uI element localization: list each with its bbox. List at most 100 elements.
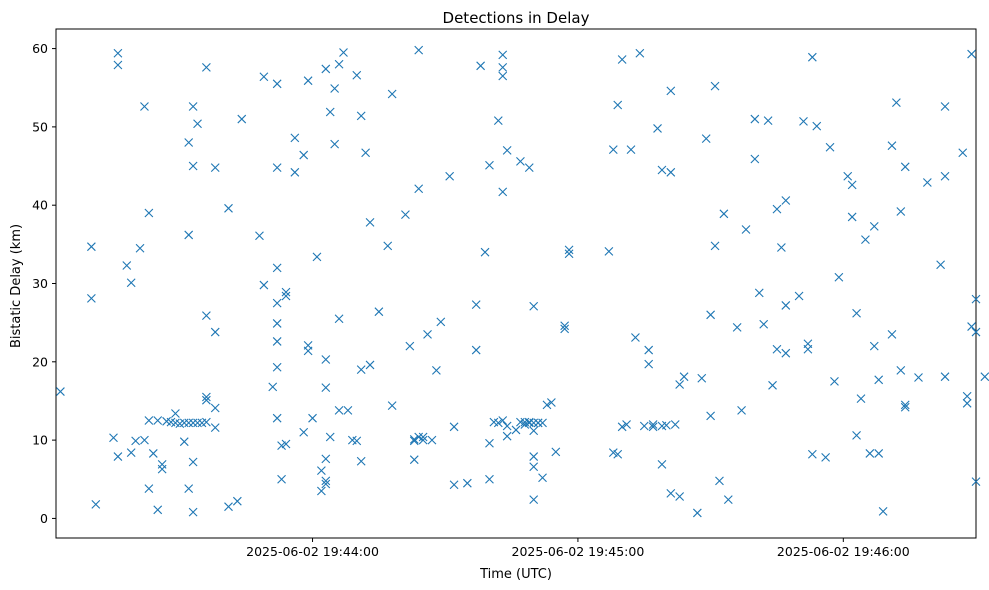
data-point [781, 348, 791, 358]
data-point [967, 322, 976, 331]
data-point [759, 319, 769, 329]
data-point [807, 52, 817, 62]
data-point [321, 355, 331, 364]
data-point [666, 488, 676, 498]
data-point [692, 508, 702, 518]
data-point [485, 474, 494, 484]
data-point [188, 102, 198, 111]
data-point [480, 247, 490, 257]
data-point [224, 502, 233, 512]
data-point [122, 261, 132, 270]
data-point [405, 341, 415, 351]
data-point [201, 62, 211, 72]
data-point [675, 380, 685, 389]
data-point [980, 372, 989, 382]
data-point [193, 418, 202, 428]
data-point [498, 416, 508, 425]
data-point [431, 366, 441, 375]
data-point [723, 495, 733, 505]
data-point [529, 495, 539, 505]
data-point [259, 280, 269, 290]
data-point [449, 480, 459, 490]
data-point [325, 432, 335, 442]
data-point [148, 449, 158, 458]
data-point [896, 366, 906, 375]
data-point [308, 413, 317, 423]
y-tick-label: 30 [32, 276, 48, 291]
data-point [157, 460, 167, 469]
data-point [613, 100, 623, 110]
data-point [940, 372, 950, 382]
data-point [967, 49, 976, 59]
data-point [188, 418, 198, 428]
data-point [352, 436, 362, 446]
data-point [383, 241, 393, 251]
data-point [617, 422, 627, 432]
data-point [272, 319, 282, 328]
x-tick-label: 2025-06-02 19:46:00 [777, 544, 910, 559]
data-point [255, 231, 264, 241]
data-point [856, 394, 866, 404]
data-point [971, 477, 981, 487]
data-point [511, 425, 521, 435]
data-point [962, 398, 972, 408]
data-point [272, 362, 282, 372]
data-point [922, 178, 932, 187]
data-point [666, 167, 676, 177]
data-point [852, 308, 861, 318]
data-point [732, 322, 742, 332]
data-point [210, 423, 220, 432]
data-point [498, 62, 508, 72]
data-point [401, 210, 410, 219]
data-point [423, 330, 432, 339]
data-point [414, 184, 424, 194]
data-point [861, 235, 870, 245]
data-point [272, 337, 282, 346]
data-point [940, 171, 950, 181]
data-point [476, 61, 486, 71]
data-point [834, 272, 844, 282]
data-point [144, 208, 154, 218]
data-point [750, 114, 760, 124]
data-point [847, 212, 857, 222]
data-point [356, 365, 366, 375]
y-tick-label: 20 [32, 354, 48, 369]
data-point [232, 496, 242, 506]
data-point [524, 163, 534, 172]
data-point [653, 124, 662, 133]
data-point [334, 405, 344, 415]
data-point [710, 81, 720, 91]
data-point [657, 165, 667, 175]
y-axis-label: Bistatic Delay (km) [9, 224, 24, 348]
data-point [807, 449, 817, 459]
data-point [303, 76, 313, 86]
data-point [737, 405, 746, 415]
y-tick-label: 40 [32, 198, 48, 213]
data-point [436, 317, 446, 327]
data-point [281, 291, 291, 301]
data-point [962, 391, 972, 401]
data-point [564, 245, 574, 255]
data-point [193, 119, 202, 129]
data-point [710, 241, 720, 251]
data-point [224, 203, 233, 213]
data-point [551, 447, 561, 457]
data-point [365, 218, 375, 227]
data-point [272, 163, 282, 172]
data-point [126, 448, 136, 458]
data-point [874, 449, 884, 458]
data-point [281, 287, 291, 297]
data-point [498, 71, 508, 81]
y-tick-label: 50 [32, 119, 48, 134]
x-axis-label: Time (UTC) [479, 567, 552, 582]
y-axis-ticks: 0 10 20 30 40 50 60 [32, 41, 56, 526]
data-point [617, 55, 627, 64]
data-point [330, 84, 340, 93]
data-point [321, 454, 331, 464]
data-point [679, 372, 689, 382]
data-point [772, 204, 782, 214]
data-point [210, 403, 220, 413]
data-point [334, 314, 344, 324]
data-point [427, 435, 437, 445]
data-point [299, 150, 309, 160]
